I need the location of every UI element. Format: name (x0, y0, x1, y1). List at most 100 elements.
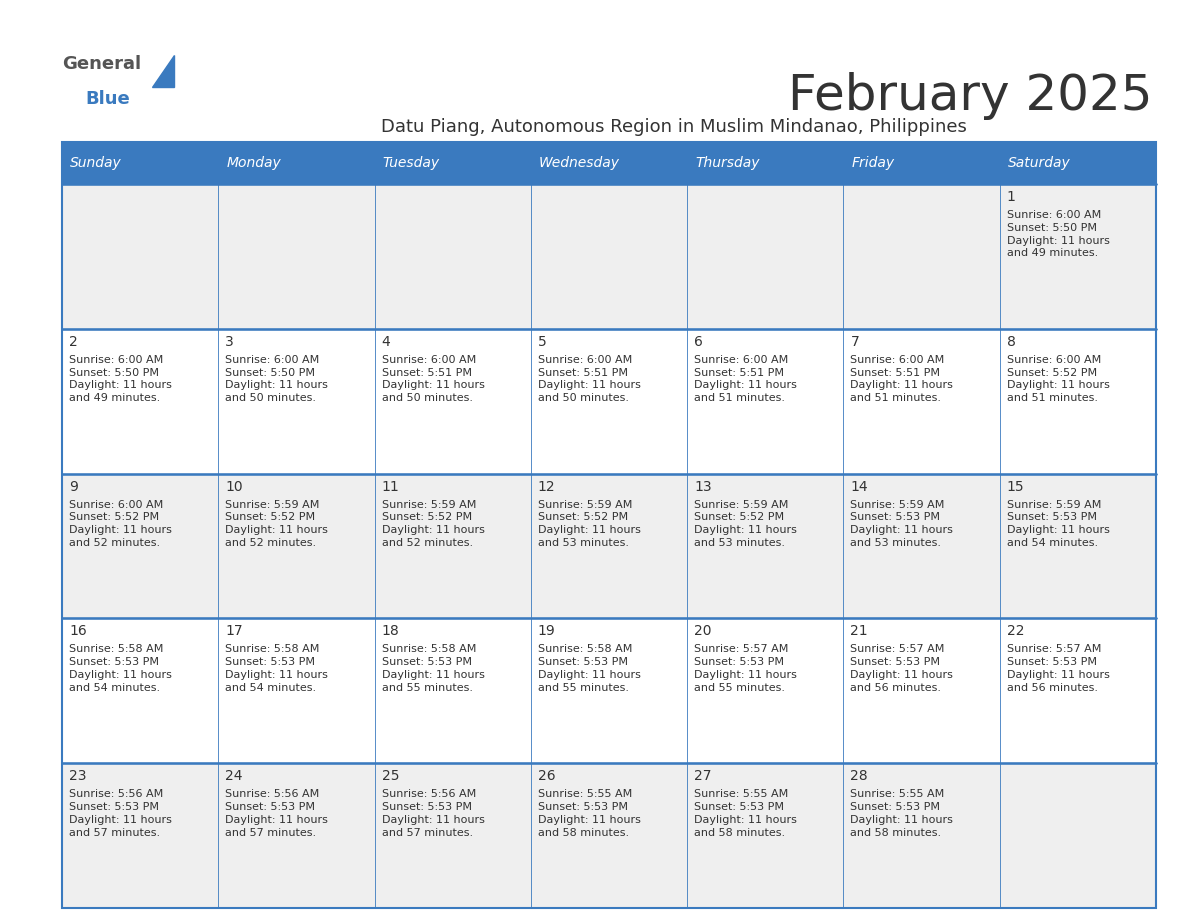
Text: Monday: Monday (226, 156, 282, 170)
Text: Sunrise: 5:59 AM
Sunset: 5:52 PM
Daylight: 11 hours
and 52 minutes.: Sunrise: 5:59 AM Sunset: 5:52 PM Dayligh… (226, 499, 328, 548)
Text: Sunrise: 5:56 AM
Sunset: 5:53 PM
Daylight: 11 hours
and 57 minutes.: Sunrise: 5:56 AM Sunset: 5:53 PM Dayligh… (69, 789, 172, 837)
Bar (1000, 329, 1156, 474)
Bar (62, 619, 219, 763)
Bar (62, 474, 219, 619)
Text: 28: 28 (851, 769, 868, 783)
Text: 5: 5 (538, 335, 546, 349)
Bar (843, 329, 1000, 474)
Bar (1000, 184, 1156, 329)
Text: Wednesday: Wednesday (539, 156, 620, 170)
Text: 16: 16 (69, 624, 87, 638)
Text: Sunrise: 6:00 AM
Sunset: 5:50 PM
Daylight: 11 hours
and 49 minutes.: Sunrise: 6:00 AM Sunset: 5:50 PM Dayligh… (1006, 210, 1110, 258)
Text: Sunrise: 5:55 AM
Sunset: 5:53 PM
Daylight: 11 hours
and 58 minutes.: Sunrise: 5:55 AM Sunset: 5:53 PM Dayligh… (851, 789, 953, 837)
Bar (219, 763, 374, 908)
Text: Sunrise: 5:58 AM
Sunset: 5:53 PM
Daylight: 11 hours
and 55 minutes.: Sunrise: 5:58 AM Sunset: 5:53 PM Dayligh… (538, 644, 640, 693)
Text: 11: 11 (381, 479, 399, 494)
Bar (374, 329, 531, 474)
Bar (1000, 474, 1156, 619)
Bar (843, 184, 1000, 329)
Bar (374, 619, 531, 763)
Text: Sunrise: 5:57 AM
Sunset: 5:53 PM
Daylight: 11 hours
and 55 minutes.: Sunrise: 5:57 AM Sunset: 5:53 PM Dayligh… (694, 644, 797, 693)
Bar (374, 184, 531, 329)
Text: Saturday: Saturday (1007, 156, 1070, 170)
Bar (1000, 619, 1156, 763)
Text: Sunrise: 6:00 AM
Sunset: 5:52 PM
Daylight: 11 hours
and 51 minutes.: Sunrise: 6:00 AM Sunset: 5:52 PM Dayligh… (1006, 354, 1110, 403)
Text: Sunrise: 6:00 AM
Sunset: 5:51 PM
Daylight: 11 hours
and 51 minutes.: Sunrise: 6:00 AM Sunset: 5:51 PM Dayligh… (851, 354, 953, 403)
Text: 3: 3 (226, 335, 234, 349)
Bar (374, 763, 531, 908)
Text: 14: 14 (851, 479, 868, 494)
Text: Sunrise: 6:00 AM
Sunset: 5:50 PM
Daylight: 11 hours
and 50 minutes.: Sunrise: 6:00 AM Sunset: 5:50 PM Dayligh… (226, 354, 328, 403)
Bar (843, 474, 1000, 619)
Bar (219, 474, 374, 619)
Bar (843, 763, 1000, 908)
Text: 19: 19 (538, 624, 556, 638)
Bar (687, 329, 843, 474)
Bar (62, 763, 219, 908)
Text: Friday: Friday (852, 156, 895, 170)
Bar (1000, 763, 1156, 908)
Bar (531, 474, 687, 619)
Bar (374, 474, 531, 619)
Text: Sunrise: 5:55 AM
Sunset: 5:53 PM
Daylight: 11 hours
and 58 minutes.: Sunrise: 5:55 AM Sunset: 5:53 PM Dayligh… (694, 789, 797, 837)
Text: Sunrise: 6:00 AM
Sunset: 5:52 PM
Daylight: 11 hours
and 52 minutes.: Sunrise: 6:00 AM Sunset: 5:52 PM Dayligh… (69, 499, 172, 548)
Text: General: General (62, 55, 141, 73)
Text: Sunrise: 5:59 AM
Sunset: 5:52 PM
Daylight: 11 hours
and 53 minutes.: Sunrise: 5:59 AM Sunset: 5:52 PM Dayligh… (538, 499, 640, 548)
Bar (219, 619, 374, 763)
Text: Blue: Blue (86, 90, 129, 108)
Bar (531, 763, 687, 908)
Text: Sunrise: 5:58 AM
Sunset: 5:53 PM
Daylight: 11 hours
and 54 minutes.: Sunrise: 5:58 AM Sunset: 5:53 PM Dayligh… (226, 644, 328, 693)
Text: 13: 13 (694, 479, 712, 494)
Text: 18: 18 (381, 624, 399, 638)
Text: Datu Piang, Autonomous Region in Muslim Mindanao, Philippines: Datu Piang, Autonomous Region in Muslim … (381, 118, 967, 136)
Text: 9: 9 (69, 479, 78, 494)
Bar (62, 184, 219, 329)
Text: 8: 8 (1006, 335, 1016, 349)
Bar (531, 329, 687, 474)
Bar (62, 142, 1156, 908)
Text: Sunrise: 6:00 AM
Sunset: 5:51 PM
Daylight: 11 hours
and 50 minutes.: Sunrise: 6:00 AM Sunset: 5:51 PM Dayligh… (538, 354, 640, 403)
Bar (219, 184, 374, 329)
Text: 7: 7 (851, 335, 859, 349)
Text: Sunrise: 5:56 AM
Sunset: 5:53 PM
Daylight: 11 hours
and 57 minutes.: Sunrise: 5:56 AM Sunset: 5:53 PM Dayligh… (381, 789, 485, 837)
Text: 24: 24 (226, 769, 242, 783)
Bar (62, 142, 1156, 184)
Bar (219, 329, 374, 474)
Bar (687, 619, 843, 763)
Text: Sunrise: 5:57 AM
Sunset: 5:53 PM
Daylight: 11 hours
and 56 minutes.: Sunrise: 5:57 AM Sunset: 5:53 PM Dayligh… (851, 644, 953, 693)
Text: February 2025: February 2025 (789, 72, 1154, 120)
Text: Sunrise: 6:00 AM
Sunset: 5:50 PM
Daylight: 11 hours
and 49 minutes.: Sunrise: 6:00 AM Sunset: 5:50 PM Dayligh… (69, 354, 172, 403)
Text: 21: 21 (851, 624, 868, 638)
Text: Sunrise: 5:59 AM
Sunset: 5:53 PM
Daylight: 11 hours
and 54 minutes.: Sunrise: 5:59 AM Sunset: 5:53 PM Dayligh… (1006, 499, 1110, 548)
Text: 27: 27 (694, 769, 712, 783)
Text: 22: 22 (1006, 624, 1024, 638)
Text: Sunrise: 5:59 AM
Sunset: 5:53 PM
Daylight: 11 hours
and 53 minutes.: Sunrise: 5:59 AM Sunset: 5:53 PM Dayligh… (851, 499, 953, 548)
Text: 1: 1 (1006, 190, 1016, 204)
Text: 20: 20 (694, 624, 712, 638)
Text: 2: 2 (69, 335, 77, 349)
Bar (687, 474, 843, 619)
Text: Thursday: Thursday (695, 156, 759, 170)
Text: 17: 17 (226, 624, 242, 638)
Bar (687, 184, 843, 329)
Text: Sunrise: 5:56 AM
Sunset: 5:53 PM
Daylight: 11 hours
and 57 minutes.: Sunrise: 5:56 AM Sunset: 5:53 PM Dayligh… (226, 789, 328, 837)
Text: Sunrise: 5:58 AM
Sunset: 5:53 PM
Daylight: 11 hours
and 55 minutes.: Sunrise: 5:58 AM Sunset: 5:53 PM Dayligh… (381, 644, 485, 693)
Text: Sunrise: 5:57 AM
Sunset: 5:53 PM
Daylight: 11 hours
and 56 minutes.: Sunrise: 5:57 AM Sunset: 5:53 PM Dayligh… (1006, 644, 1110, 693)
Text: 4: 4 (381, 335, 391, 349)
Text: Sunrise: 5:59 AM
Sunset: 5:52 PM
Daylight: 11 hours
and 53 minutes.: Sunrise: 5:59 AM Sunset: 5:52 PM Dayligh… (694, 499, 797, 548)
Text: 26: 26 (538, 769, 556, 783)
Text: Sunrise: 6:00 AM
Sunset: 5:51 PM
Daylight: 11 hours
and 51 minutes.: Sunrise: 6:00 AM Sunset: 5:51 PM Dayligh… (694, 354, 797, 403)
Text: Tuesday: Tuesday (383, 156, 440, 170)
Text: 10: 10 (226, 479, 242, 494)
Polygon shape (152, 55, 173, 87)
Text: Sunrise: 5:58 AM
Sunset: 5:53 PM
Daylight: 11 hours
and 54 minutes.: Sunrise: 5:58 AM Sunset: 5:53 PM Dayligh… (69, 644, 172, 693)
Bar (531, 184, 687, 329)
Text: 12: 12 (538, 479, 556, 494)
Text: 25: 25 (381, 769, 399, 783)
Text: Sunrise: 5:55 AM
Sunset: 5:53 PM
Daylight: 11 hours
and 58 minutes.: Sunrise: 5:55 AM Sunset: 5:53 PM Dayligh… (538, 789, 640, 837)
Text: Sunday: Sunday (70, 156, 121, 170)
Bar (531, 619, 687, 763)
Text: 23: 23 (69, 769, 87, 783)
Bar (62, 329, 219, 474)
Bar (687, 763, 843, 908)
